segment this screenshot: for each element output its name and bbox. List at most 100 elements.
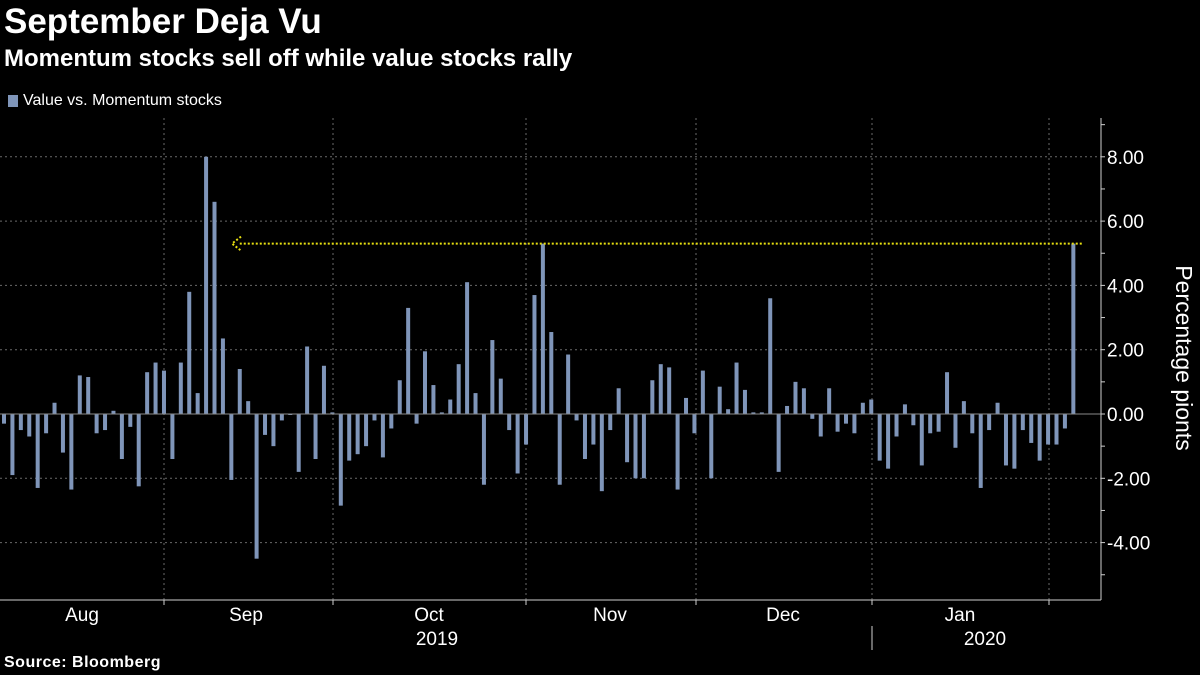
bar [692,414,697,434]
bar [355,414,360,455]
bar [591,414,596,445]
bar [970,414,975,434]
month-label: Dec [766,605,800,626]
bar [726,409,731,414]
bar [439,412,444,414]
bar [347,414,352,461]
year-label: 2020 [964,629,1006,650]
bar [961,401,966,414]
bar [616,388,621,414]
bar [490,340,495,414]
bar [818,414,823,437]
chart-subtitle: Momentum stocks sell off while value sto… [4,45,573,72]
bar [237,368,242,414]
bar [60,414,65,453]
bar [709,414,714,479]
bar [128,414,133,427]
bar [582,414,587,460]
bar [204,156,209,415]
bar [271,414,276,447]
x-month-labels: Aug Sep Oct Nov Dec Jan 2019 2020 [65,605,1006,650]
bar [684,397,689,414]
bar [372,414,377,421]
bar [431,385,436,414]
month-label: Sep [229,605,263,626]
bar [894,414,899,437]
bar [793,381,798,414]
bar [886,414,891,469]
y-tick-label: 0.00 [1107,405,1144,426]
bar [406,307,411,414]
bar [1012,414,1017,469]
bar [380,414,385,458]
bar [835,414,840,432]
bar-series [2,156,1076,559]
bar [229,414,234,480]
bar [785,405,790,414]
bar [1029,414,1034,443]
y-tick-label: 2.00 [1107,341,1144,362]
bar [742,389,747,414]
bar [18,414,23,431]
bar [658,364,663,414]
bar [574,414,579,421]
bar [44,414,49,434]
bar [153,362,158,414]
bar [549,332,554,414]
bar [389,414,394,429]
bar [1020,414,1025,431]
month-label: Jan [945,605,976,626]
bar [599,414,604,492]
bar [650,380,655,414]
bar [86,377,91,414]
bar [161,370,166,414]
bar [473,393,478,414]
month-label: Nov [593,605,627,626]
bar [801,388,806,414]
bar [776,414,781,472]
bar [759,412,764,414]
bar [364,414,369,447]
bar [296,414,301,472]
bar [768,298,773,414]
bar [852,414,857,434]
bar [481,414,486,485]
bar [945,372,950,414]
year-label: 2019 [416,629,458,650]
bar [52,402,57,414]
legend-swatch [8,95,18,107]
bar [456,364,461,414]
month-label: Aug [65,605,99,626]
source-note: Source: Bloomberg [4,654,161,671]
bar [195,393,200,414]
annotation-arrowhead [230,235,242,252]
bar [860,402,865,414]
bar [995,402,1000,414]
bar [827,388,832,414]
bar [515,414,520,474]
bar [810,414,815,419]
bar [136,414,141,487]
bar [254,414,259,559]
bar [448,399,453,414]
bar [338,414,343,506]
bar [902,404,907,414]
bar [423,351,427,414]
bar [557,414,562,485]
bar [35,414,40,488]
bar [212,201,217,414]
bar [919,414,924,466]
bar [936,414,941,432]
bar [987,414,992,431]
y-tick-label: -4.00 [1107,534,1150,555]
bar [279,414,284,421]
bar [667,367,672,414]
bar [1046,414,1051,445]
y-tick-labels: 8.00 6.00 4.00 2.00 0.00 -2.00 -4.00 [1107,148,1150,555]
bar [305,346,310,415]
bar [2,414,6,424]
bar [532,295,537,414]
y-tick-label: 4.00 [1107,276,1144,297]
bar [675,414,680,490]
bar [877,414,882,461]
